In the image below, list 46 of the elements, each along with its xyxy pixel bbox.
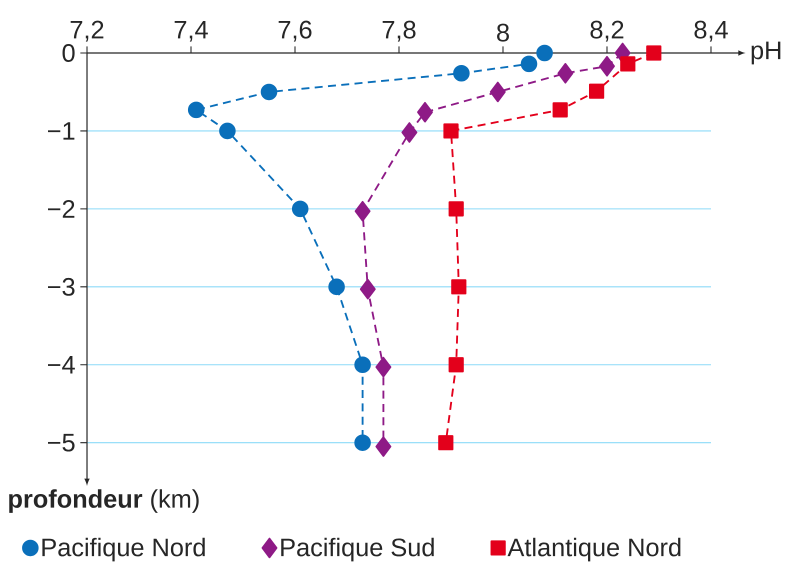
y-tick-label: −5	[48, 434, 75, 452]
legend-label: Atlantique Nord	[508, 538, 680, 562]
point	[552, 102, 568, 118]
point	[354, 434, 371, 451]
y-tick-label: −1	[48, 122, 74, 140]
x-tick-label: 7,6	[278, 20, 312, 42]
point	[448, 201, 464, 216]
point	[646, 45, 662, 61]
x-tick-label: 8,4	[694, 20, 728, 42]
x-tick-label: 8	[497, 24, 509, 42]
point	[451, 279, 466, 294]
point	[219, 122, 236, 140]
point	[448, 357, 464, 372]
point	[557, 62, 574, 84]
point	[292, 200, 308, 218]
x-tick-label: 7,8	[382, 20, 416, 42]
point	[328, 278, 345, 296]
y-tick-label: −3	[48, 278, 75, 296]
point	[417, 102, 433, 122]
y-tick-label: 0	[62, 44, 75, 62]
point	[375, 436, 392, 457]
point	[443, 123, 459, 139]
y-tick-label: −4	[48, 356, 75, 374]
point	[490, 82, 506, 102]
point	[438, 435, 454, 450]
legend-label: Pacifique Nord	[42, 538, 205, 562]
point	[188, 102, 204, 118]
point	[536, 44, 553, 62]
point	[520, 56, 538, 72]
point	[453, 64, 470, 82]
y-axis-title: profondeur (km)	[9, 489, 199, 513]
point	[401, 122, 418, 143]
point	[354, 200, 371, 222]
legend-label: Pacifique Sud	[281, 538, 434, 562]
x-tick-label: 8,2	[590, 20, 624, 42]
point	[588, 84, 604, 99]
point	[599, 56, 615, 77]
point	[375, 356, 392, 378]
point	[354, 356, 371, 374]
x-tick-label: 7,4	[174, 20, 208, 42]
x-axis-title: pH	[752, 42, 780, 64]
y-tick-label: −2	[48, 200, 74, 218]
point	[260, 84, 278, 100]
point	[620, 56, 636, 72]
x-tick-label: 7,2	[70, 20, 104, 42]
point	[360, 278, 376, 300]
